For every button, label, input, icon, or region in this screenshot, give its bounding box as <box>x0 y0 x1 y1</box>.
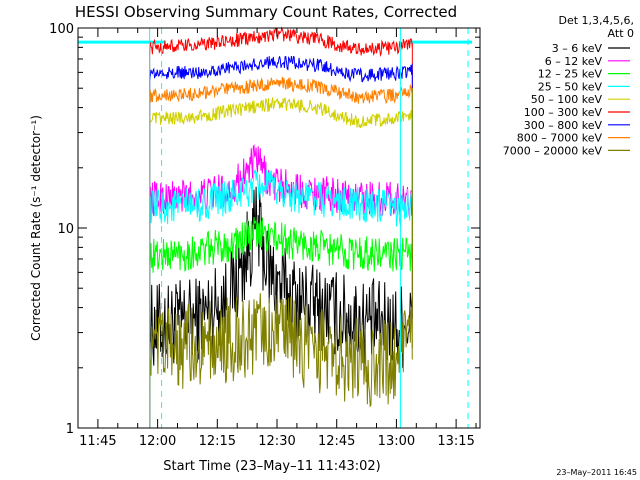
legend-label-6: 100 – 300 keV <box>524 106 603 119</box>
date-stamp: 23–May–2011 16:45 <box>556 468 637 477</box>
series-line-6 <box>149 26 413 58</box>
legend-label-3: 12 – 25 keV <box>538 68 603 81</box>
legend-label-1: 3 – 6 keV <box>552 42 603 55</box>
x-tick-label-4: 12:30 <box>258 434 295 449</box>
y-axis-label: Corrected Count Rate (s⁻¹ detector⁻¹) <box>29 115 43 341</box>
x-tick-label-2: 12:00 <box>139 434 176 449</box>
x-tick-label-7: 13:15 <box>437 434 474 449</box>
legend-header-line-1: Det 1,3,4,5,6, <box>558 14 634 27</box>
x-tick-label-6: 13:00 <box>378 434 415 449</box>
y-tick-label-2: 10 <box>57 222 74 237</box>
legend-label-8: 800 – 7000 keV <box>517 132 603 145</box>
series-line-8 <box>149 76 413 104</box>
series-line-3 <box>149 216 413 274</box>
legend-label-7: 300 – 800 keV <box>524 119 603 132</box>
legend-label-4: 25 – 50 keV <box>538 80 603 93</box>
x-tick-label-5: 12:45 <box>318 434 355 449</box>
x-axis-label: Start Time (23–May–11 11:43:02) <box>163 459 380 474</box>
plot-frame <box>77 27 481 429</box>
x-tick-label-3: 12:15 <box>199 434 236 449</box>
legend-label-2: 6 – 12 keV <box>545 55 603 68</box>
legend-label-9: 7000 – 20000 keV <box>503 144 603 157</box>
series-line-5 <box>149 96 413 129</box>
series-line-7 <box>149 55 413 83</box>
series-line-1 <box>149 186 413 371</box>
legend-header-line-2: Att 0 <box>608 27 634 40</box>
x-tick-label-1: 11:45 <box>79 434 116 449</box>
series-line-9 <box>149 291 413 408</box>
y-tick-label-3: 100 <box>49 22 74 37</box>
legend-label-5: 50 – 100 keV <box>531 93 603 106</box>
y-tick-label-1: 1 <box>66 422 74 437</box>
series-line-4 <box>149 169 413 227</box>
chart-title: HESSI Observing Summary Count Rates, Cor… <box>75 3 457 21</box>
